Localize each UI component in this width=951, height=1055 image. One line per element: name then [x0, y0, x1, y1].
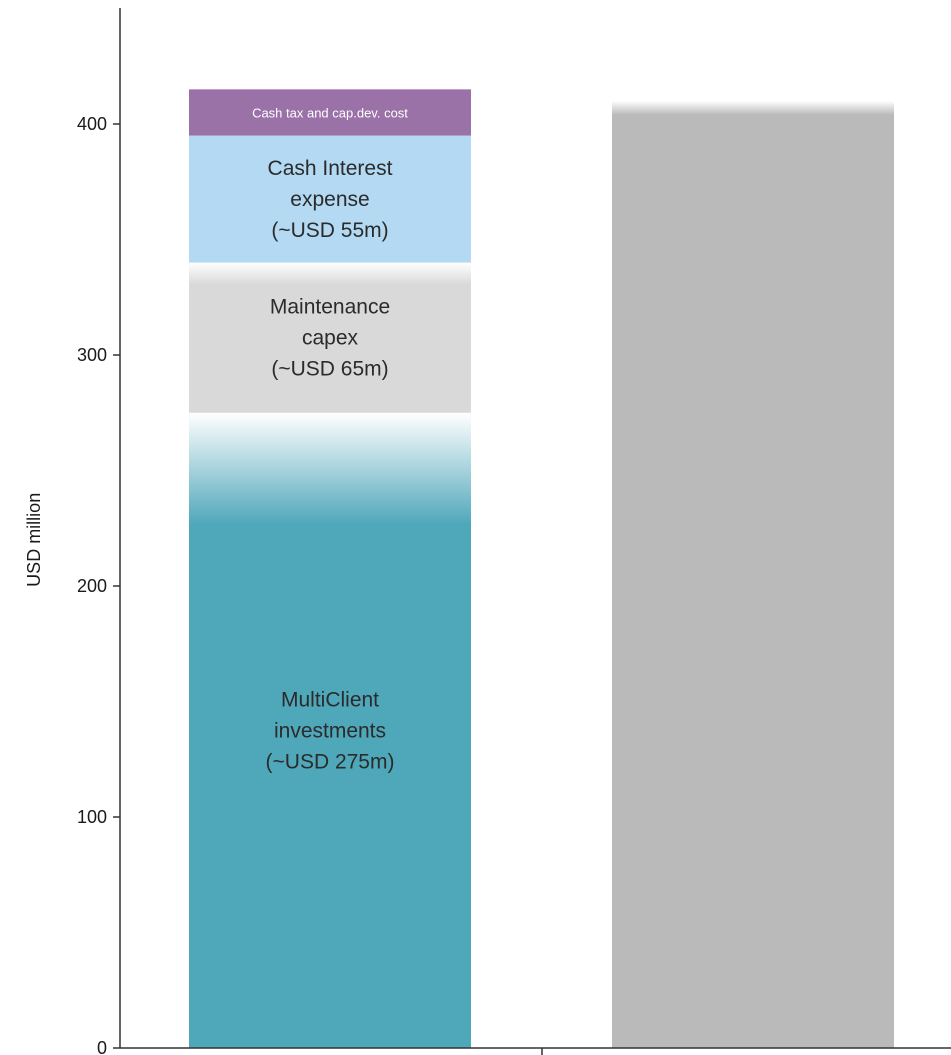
y-tick-label: 400 [77, 114, 107, 134]
y-tick-label: 100 [77, 807, 107, 827]
segment-label-line: Cash Interest [268, 157, 393, 180]
segment-label: Cash tax and cap.dev. cost [252, 105, 408, 120]
y-axis-ticks: 0 100 200 300 400 [77, 114, 120, 1055]
bar-segment [189, 135, 471, 263]
segment-label-line: investments [274, 719, 386, 742]
bars-group [189, 89, 894, 1048]
bar-segment [612, 114, 894, 1048]
segment-label: Cash Interest expense (~USD 55m) [268, 157, 393, 242]
segment-label-line: Maintenance [270, 296, 390, 319]
segment-label-line: (~USD 65m) [271, 358, 388, 381]
segment-label-line: (~USD 55m) [271, 219, 388, 242]
segment-label-line: expense [290, 188, 369, 211]
bar-segment-fade [189, 262, 471, 285]
segment-label-line: capex [302, 327, 359, 350]
bar-segment-fade [189, 412, 471, 525]
y-tick-label: 300 [77, 345, 107, 365]
y-axis-title: USD million [24, 493, 44, 587]
bar-segment [189, 284, 471, 413]
segment-label: MultiClient investments (~USD 275m) [266, 688, 395, 773]
y-tick-label: 0 [97, 1038, 107, 1055]
bar-segment [189, 524, 471, 1048]
segment-label-line: (~USD 275m) [266, 750, 395, 773]
segment-label-line: MultiClient [281, 688, 379, 711]
bar-segment [189, 89, 471, 136]
y-tick-label: 200 [77, 576, 107, 596]
segment-label: Maintenance capex (~USD 65m) [270, 296, 390, 381]
segment-labels-group: MultiClient investments (~USD 275m) Mainten… [252, 105, 408, 773]
bar-segment-fade [612, 100, 894, 115]
segment-label-line: Cash tax and cap.dev. cost [252, 105, 408, 120]
